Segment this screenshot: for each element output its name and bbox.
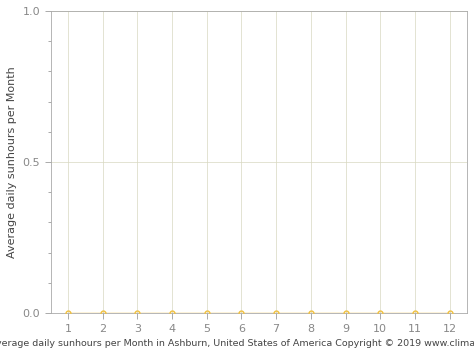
Y-axis label: Average daily sunhours per Month: Average daily sunhours per Month	[7, 66, 17, 258]
X-axis label: Average daily sunhours per Month in Ashburn, United States of America Copyright : Average daily sunhours per Month in Ashb…	[0, 339, 474, 348]
